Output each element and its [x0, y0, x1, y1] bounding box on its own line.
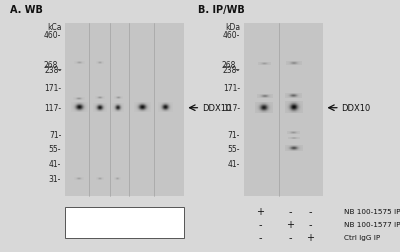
Text: 41-: 41- — [228, 160, 240, 169]
Text: 171-: 171- — [223, 83, 240, 92]
Text: 460-: 460- — [223, 31, 240, 40]
Text: A. WB: A. WB — [10, 5, 43, 15]
Text: kCa: kCa — [47, 23, 61, 32]
Text: DDX10: DDX10 — [341, 104, 370, 113]
Text: -: - — [259, 232, 262, 242]
Text: Ctrl IgG IP: Ctrl IgG IP — [344, 234, 380, 240]
Text: kDa: kDa — [225, 23, 240, 32]
Text: M: M — [162, 226, 169, 235]
Text: HeLa: HeLa — [88, 226, 109, 235]
Text: 460-: 460- — [44, 31, 61, 40]
Text: 50: 50 — [137, 210, 148, 219]
Text: -: - — [259, 219, 262, 229]
Text: NB 100-1577 IP: NB 100-1577 IP — [344, 221, 400, 227]
Text: DDX10: DDX10 — [202, 104, 231, 113]
Text: T: T — [140, 226, 145, 235]
Text: -: - — [309, 219, 312, 229]
Text: 15: 15 — [95, 210, 105, 219]
Text: -: - — [288, 232, 292, 242]
Text: 50: 50 — [160, 210, 170, 219]
Text: +: + — [306, 232, 314, 242]
Text: 268_: 268_ — [222, 59, 240, 69]
Bar — [244, 24, 323, 196]
Text: 5: 5 — [115, 210, 120, 219]
Text: +: + — [286, 219, 294, 229]
Text: 50: 50 — [74, 210, 84, 219]
Text: +: + — [256, 207, 264, 216]
Text: 71-: 71- — [49, 131, 61, 139]
Text: 41-: 41- — [49, 160, 61, 169]
Text: 31-: 31- — [49, 175, 61, 184]
Text: 117-: 117- — [44, 104, 61, 113]
Text: -: - — [309, 207, 312, 216]
Text: B. IP/WB: B. IP/WB — [198, 5, 244, 15]
Text: NB 100-1575 IP: NB 100-1575 IP — [344, 209, 400, 214]
Text: 117-: 117- — [223, 104, 240, 113]
Bar — [65, 207, 184, 238]
Text: -: - — [288, 207, 292, 216]
Text: 268_: 268_ — [43, 59, 61, 69]
Bar — [65, 24, 184, 196]
Text: 71-: 71- — [228, 131, 240, 139]
Text: 238-: 238- — [44, 66, 61, 75]
Text: 55-: 55- — [228, 144, 240, 153]
Text: 238-: 238- — [223, 66, 240, 75]
Text: 55-: 55- — [49, 144, 61, 153]
Text: 171-: 171- — [44, 83, 61, 92]
